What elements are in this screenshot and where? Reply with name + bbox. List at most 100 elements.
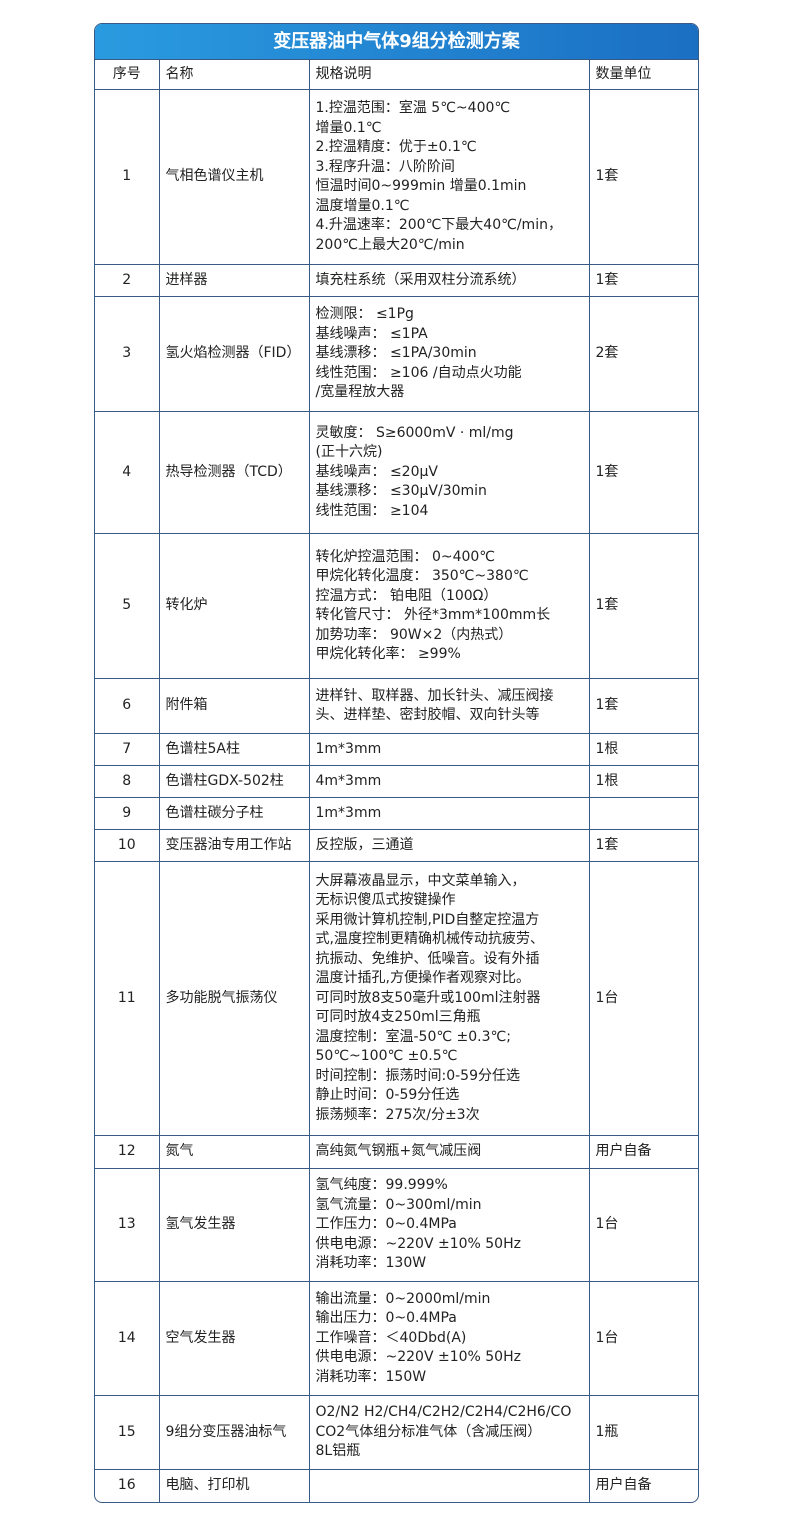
spec-line: 恒温时间0~999min 增量0.1min xyxy=(315,178,527,194)
item-name: 色谱柱5A柱 xyxy=(158,733,310,766)
table-row: 4 热导检测器（TCD） 灵敏度： S≥6000mV · ml/mg (正十六烷) 基线… xyxy=(95,411,698,534)
spec-line: 基线漂移： ≤1PA/30min xyxy=(315,345,477,362)
row-number: 15 xyxy=(95,1395,160,1470)
table-row: 8 色谱柱GDX-502柱 4m*3mm 1根 xyxy=(95,765,698,798)
item-spec: 1m*3mm xyxy=(308,733,590,766)
spec-line: 1m*3mm xyxy=(315,740,382,757)
spec-line: 消耗功率：130W xyxy=(315,1255,427,1272)
row-number: 9 xyxy=(95,797,160,830)
item-name: 气相色谱仪主机 xyxy=(158,89,310,265)
spec-line: 消耗功率：150W xyxy=(315,1368,427,1385)
spec-line: 温度控制：室温-50℃ ±0.3℃; xyxy=(315,1028,511,1045)
item-spec: 氢气纯度：99.999% 氢气流量：0~300ml/min 工作压力：0~0.4MP… xyxy=(308,1168,590,1282)
table-row: 6 附件箱 进样针、取样器、加长针头、减压阀接 头、进样垫、密封胶帽、双向针头等 1套 xyxy=(95,678,698,734)
item-spec: 反控版，三通道 xyxy=(308,829,590,862)
row-number: 5 xyxy=(95,533,160,679)
table-row: 10 变压器油专用工作站 反控版，三通道 1套 xyxy=(95,829,698,862)
item-name: 热导检测器（TCD） xyxy=(158,411,310,534)
item-name: 氢气发生器 xyxy=(158,1168,310,1282)
item-quantity: 用户自备 xyxy=(588,1135,698,1169)
table-title: 变压器油中气体9组分检测方案 xyxy=(95,24,698,59)
item-quantity: 1套 xyxy=(588,533,698,679)
table-row: 16 电脑、打印机 用户自备 xyxy=(95,1469,698,1502)
spec-line: 基线噪声： ≤1PA xyxy=(315,325,428,342)
table-row: 7 色谱柱5A柱 1m*3mm 1根 xyxy=(95,733,698,766)
item-quantity: 1台 xyxy=(588,861,698,1136)
spec-line: 输出流量：0~2000ml/min xyxy=(315,1290,491,1307)
spec-line: O2/N2 H2/CH4/C2H2/C2H4/C2H6/CO xyxy=(315,1404,572,1421)
spec-line: 高纯氮气钢瓶+氮气减压阀 xyxy=(315,1143,482,1160)
row-number: 6 xyxy=(95,678,160,734)
spec-line: 大屏幕液晶显示，中文菜单输入， xyxy=(315,872,526,889)
row-number: 11 xyxy=(95,861,160,1136)
item-spec: 高纯氮气钢瓶+氮气减压阀 xyxy=(308,1135,590,1169)
spec-line: 加势功率： 90W×2（内热式） xyxy=(315,626,513,643)
item-quantity: 1套 xyxy=(588,89,698,265)
spec-line: 温度计插孔,方便操作者观察对比。 xyxy=(315,970,530,987)
table-row: 2 进样器 填充柱系统（采用双柱分流系统） 1套 xyxy=(95,264,698,297)
table-row: 12 氮气 高纯氮气钢瓶+氮气减压阀 用户自备 xyxy=(95,1135,698,1169)
spec-line: 增量0.1℃ xyxy=(315,119,382,136)
spec-line: 甲烷化转化率： ≥99% xyxy=(315,646,461,662)
spec-line: 灵敏度： S≥6000mV · ml/mg xyxy=(315,424,514,441)
spec-line: 氢气纯度：99.999% xyxy=(315,1177,448,1194)
spec-line: 可同时放4支250ml三角瓶 xyxy=(315,1009,481,1026)
item-quantity: 1套 xyxy=(588,411,698,534)
table-row: 9 色谱柱碳分子柱 1m*3mm xyxy=(95,797,698,830)
item-quantity: 1台 xyxy=(588,1281,698,1396)
row-number: 12 xyxy=(95,1135,160,1169)
spec-line: 3.程序升温：八阶阶间 xyxy=(315,158,455,175)
spec-line: 50℃~100℃ ±0.5℃ xyxy=(315,1048,458,1065)
item-name: 进样器 xyxy=(158,264,310,297)
item-name: 转化炉 xyxy=(158,533,310,679)
spec-line: 抗振动、免维护、低噪音。设有外插 xyxy=(315,950,540,967)
spec-line: 振荡频率：275次/分±3次 xyxy=(315,1106,480,1123)
item-spec: 灵敏度： S≥6000mV · ml/mg (正十六烷) 基线噪声： ≤20μV 基线… xyxy=(308,411,590,534)
spec-line: 可同时放8支50毫升或100ml注射器 xyxy=(315,989,541,1006)
spec-line: 供电电源：~220V ±10% 50Hz xyxy=(315,1235,521,1252)
spec-line: 无标识傻瓜式按键操作 xyxy=(315,892,456,909)
spec-line: 氢气流量：0~300ml/min xyxy=(315,1196,482,1213)
spec-line: 静止时间：0-59分任选 xyxy=(315,1087,460,1104)
item-spec: 大屏幕液晶显示，中文菜单输入， 无标识傻瓜式按键操作 采用微计算机控制,PID自整定… xyxy=(308,861,590,1136)
spec-line: 式,温度控制更精确机械传动抗疲劳、 xyxy=(315,931,544,948)
spec-line: 1.控温范围：室温 5℃~400℃ xyxy=(315,100,511,116)
item-name: 变压器油专用工作站 xyxy=(158,829,310,862)
item-quantity: 1套 xyxy=(588,264,698,297)
item-quantity: 1瓶 xyxy=(588,1395,698,1470)
item-spec: 1m*3mm xyxy=(308,797,590,830)
row-number: 14 xyxy=(95,1281,160,1396)
item-quantity: 1套 xyxy=(588,678,698,734)
row-number: 8 xyxy=(95,765,160,798)
item-quantity xyxy=(588,797,698,830)
table-row: 3 氢火焰检测器（FID） 检测限： ≤1Pg 基线噪声： ≤1PA 基线漂移： ≤1P… xyxy=(95,296,698,412)
item-spec: 1.控温范围：室温 5℃~400℃ 增量0.1℃ 2.控温精度：优于±0.1℃ 3.程… xyxy=(308,89,590,265)
item-spec: O2/N2 H2/CH4/C2H2/C2H4/C2H6/CO CO2气体组分标准气… xyxy=(308,1395,590,1470)
item-spec: 4m*3mm xyxy=(308,765,590,798)
spec-line: 200℃上最大20℃/min xyxy=(315,236,465,253)
item-spec: 进样针、取样器、加长针头、减压阀接 头、进样垫、密封胶帽、双向针头等 xyxy=(308,678,590,734)
item-quantity: 1根 xyxy=(588,733,698,766)
item-quantity: 1套 xyxy=(588,829,698,862)
table-row: 1 气相色谱仪主机 1.控温范围：室温 5℃~400℃ 增量0.1℃ 2.控温精度：优于… xyxy=(95,89,698,265)
spec-line: 线性范围： ≥104 xyxy=(315,502,429,519)
item-name: 9组分变压器油标气 xyxy=(158,1395,310,1470)
spec-line: 2.控温精度：优于±0.1℃ xyxy=(315,139,477,155)
item-spec: 填充柱系统（采用双柱分流系统） xyxy=(308,264,590,297)
spec-line: (正十六烷) xyxy=(315,444,383,461)
item-name: 电脑、打印机 xyxy=(158,1469,310,1502)
row-number: 2 xyxy=(95,264,160,297)
header-row: 序号 名称 规格说明 数量单位 xyxy=(95,59,698,90)
item-name: 氢火焰检测器（FID） xyxy=(158,296,310,412)
row-number: 7 xyxy=(95,733,160,766)
item-name: 空气发生器 xyxy=(158,1281,310,1396)
item-quantity: 1根 xyxy=(588,765,698,798)
spec-line: 供电电源：~220V ±10% 50Hz xyxy=(315,1349,521,1366)
table-row: 13 氢气发生器 氢气纯度：99.999% 氢气流量：0~300ml/min 工作压力：… xyxy=(95,1168,698,1282)
item-spec: 输出流量：0~2000ml/min 输出压力：0~0.4MPa 工作噪音：＜40Db… xyxy=(308,1281,590,1396)
table-row: 5 转化炉 转化炉控温范围： 0~400℃ 甲烷化转化温度： 350℃~380℃ 控温方… xyxy=(95,533,698,679)
header-spec: 规格说明 xyxy=(308,59,590,90)
header-no: 序号 xyxy=(95,59,160,90)
spec-line: 时间控制：振荡时间:0-59分任选 xyxy=(315,1067,521,1084)
spec-line: 8L铝瓶 xyxy=(315,1443,361,1460)
